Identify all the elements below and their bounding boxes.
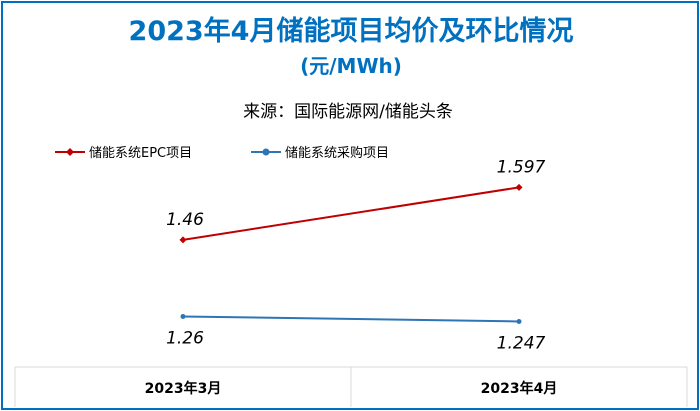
data-point-epc-1 [179,236,187,244]
chart-title: 2023年4月储能项目均价及环比情况 [129,15,574,47]
legend-item-procurement: 储能系统采购项目 [251,145,389,161]
data-point-procurement-1 [180,313,186,319]
chart-subtitle: 来源：国际能源网/储能头条 [243,102,453,122]
chart-unit: (元/MWh) [300,54,402,78]
data-label-epc-2: 1.597 [497,157,546,177]
x-tick-label-2: 2023年4月 [481,380,558,397]
legend-item-epc: 储能系统EPC项目 [55,146,192,161]
data-label-epc-1: 1.46 [166,210,204,230]
series-line-epc [182,186,520,241]
data-label-procurement-2: 1.247 [497,333,546,353]
legend-marker-procurement [262,148,270,156]
legend-label-epc: 储能系统EPC项目 [89,146,192,161]
x-tick-label-1: 2023年3月 [145,380,222,397]
series-line-procurement [182,315,520,323]
legend-label-procurement: 储能系统采购项目 [285,145,389,161]
plot-area: 1.46 1.597 1.26 1.247 2023年3月 2023年4月 [14,157,688,407]
legend: 储能系统EPC项目 储能系统采购项目 [55,145,389,161]
chart-canvas: 2023年4月储能项目均价及环比情况 (元/MWh) 来源：国际能源网/储能头条… [14,15,688,407]
data-label-procurement-1: 1.26 [166,328,204,348]
data-point-epc-2 [515,183,523,191]
legend-marker-epc [66,148,74,156]
data-point-procurement-2 [516,318,522,324]
